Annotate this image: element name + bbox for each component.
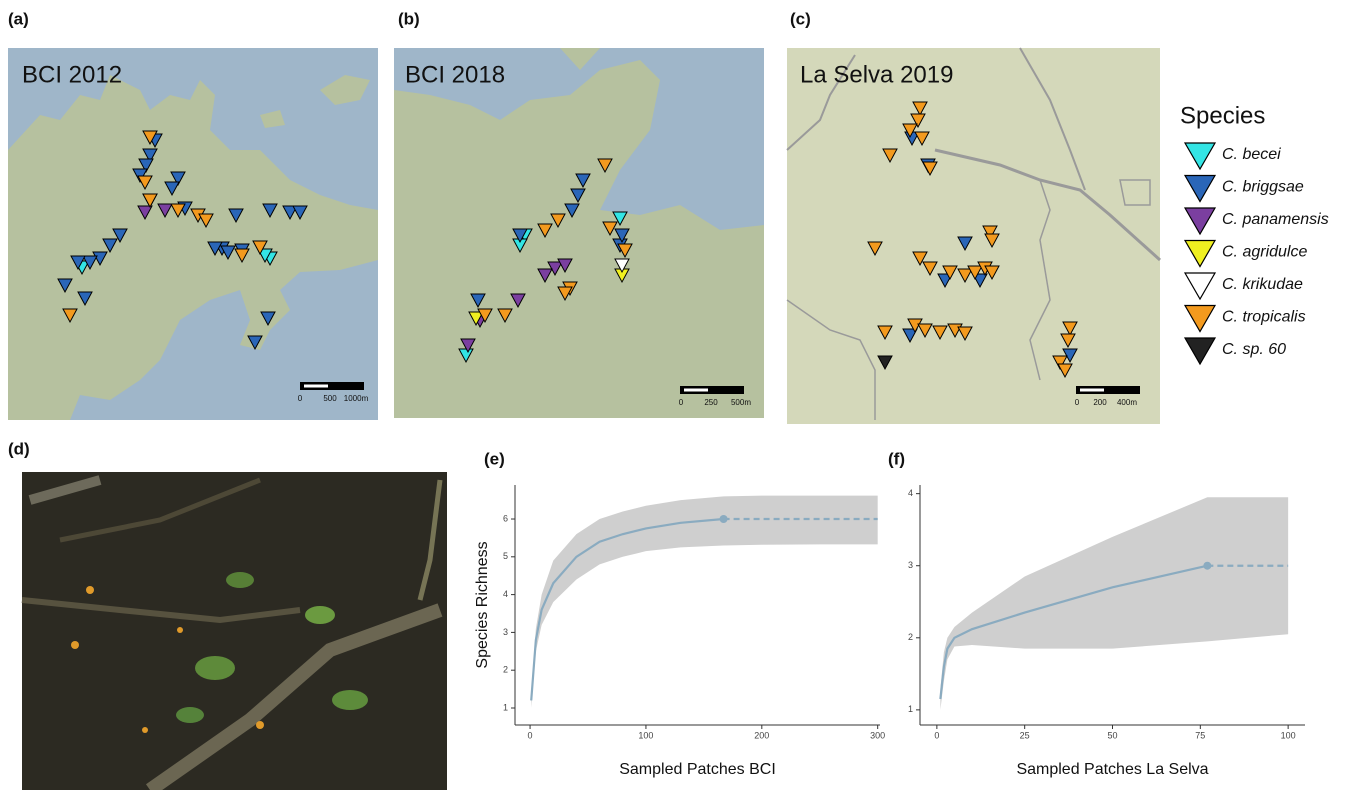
scale-label: 0 (1075, 398, 1080, 407)
observed-point (1203, 562, 1211, 570)
legend-label: C. briggsae (1222, 179, 1304, 196)
map-c (787, 48, 1160, 424)
y-axis-label: Species Richness (474, 541, 491, 668)
map-title: BCI 2018 (405, 61, 505, 88)
scale-label: 400m (1117, 398, 1137, 407)
figure: (a) (b) (c) (d) BCI 2012 BCI 2018 La Sel… (0, 0, 1351, 790)
y-tick-label: 2 (503, 665, 508, 675)
x-tick-label: 0 (528, 730, 533, 740)
map-title: BCI 2012 (22, 61, 122, 88)
scale-label: 200 (1093, 398, 1107, 407)
map-a (8, 48, 378, 420)
scale-label: 500 (323, 394, 337, 403)
y-tick-label: 1 (503, 702, 508, 712)
legend-marker (1185, 208, 1215, 234)
scale-label: 250 (704, 398, 718, 407)
panel-label: (a) (8, 9, 29, 28)
legend-label: C. panamensis (1222, 211, 1329, 228)
y-tick-label: 2 (908, 632, 913, 642)
panel-label: (b) (398, 9, 420, 28)
panel-label: (c) (790, 9, 811, 28)
legend-label: C. sp. 60 (1222, 341, 1286, 358)
x-tick-label: 75 (1195, 730, 1205, 740)
legend-marker (1185, 143, 1215, 169)
scale-label: 500m (731, 398, 751, 407)
x-axis-label: Sampled Patches BCI (619, 761, 776, 778)
x-tick-label: 100 (638, 730, 653, 740)
legend-marker (1185, 273, 1215, 299)
scale-bar-segment (684, 389, 708, 392)
x-tick-label: 0 (934, 730, 939, 740)
panel-label: (d) (8, 439, 30, 458)
y-tick-label: 4 (503, 589, 508, 599)
scale-label: 1000m (344, 394, 369, 403)
map-b (394, 48, 764, 418)
legend-label: C. tropicalis (1222, 309, 1306, 326)
panel-label: (e) (484, 449, 505, 468)
x-tick-label: 100 (1281, 730, 1296, 740)
confidence-band (940, 497, 1288, 710)
y-tick-label: 3 (908, 560, 913, 570)
y-tick-label: 5 (503, 551, 508, 561)
y-tick-label: 1 (908, 704, 913, 714)
legend-marker (1185, 241, 1215, 267)
x-tick-label: 50 (1107, 730, 1117, 740)
y-tick-label: 4 (908, 488, 913, 498)
legend-marker (1185, 306, 1215, 332)
x-tick-label: 300 (870, 730, 885, 740)
x-axis-label: Sampled Patches La Selva (1016, 761, 1208, 778)
scale-label: 0 (679, 398, 684, 407)
legend-marker (1185, 338, 1215, 364)
legend-label: C. becei (1222, 146, 1281, 163)
x-tick-label: 25 (1020, 730, 1030, 740)
scale-label: 0 (298, 394, 303, 403)
observed-point (720, 515, 728, 523)
y-tick-label: 6 (503, 513, 508, 523)
map-title: La Selva 2019 (800, 61, 953, 88)
panel-label: (f) (888, 449, 905, 468)
scale-bar-segment (304, 385, 328, 388)
legend-label: C. krikudae (1222, 276, 1303, 293)
scale-bar-segment (1080, 389, 1104, 392)
legend-label: C. agridulce (1222, 244, 1307, 261)
photo (22, 472, 447, 790)
legend-title: Species (1180, 102, 1265, 129)
y-tick-label: 3 (503, 627, 508, 637)
legend-marker (1185, 176, 1215, 202)
confidence-band (531, 496, 877, 708)
x-tick-label: 200 (754, 730, 769, 740)
